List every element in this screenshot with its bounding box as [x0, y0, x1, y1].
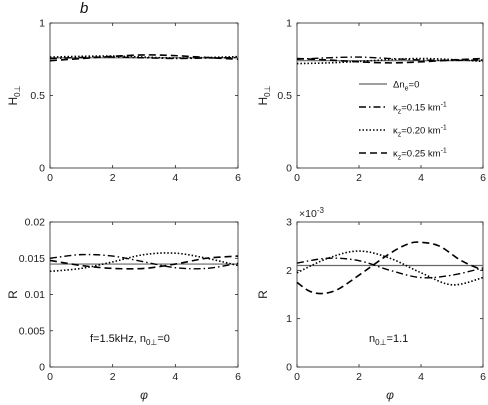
- y-tick-label: 0: [286, 362, 292, 374]
- x-tick-label: 6: [480, 371, 486, 383]
- y-tick-label: 1: [286, 18, 292, 30]
- series-line-dashed: [296, 241, 484, 295]
- y-tick-label: 1: [39, 18, 45, 30]
- y-axis-label: H0⊥: [6, 85, 22, 105]
- x-tick-label: 6: [480, 172, 486, 184]
- y-tick-label: 0.02: [25, 217, 46, 229]
- y-tick-label: 0.015: [19, 253, 45, 265]
- legend-entry-symbol: κ: [393, 103, 398, 114]
- x-tick-label: 4: [418, 172, 424, 184]
- y-axis-label: H0⊥: [256, 85, 272, 105]
- panel-top-left: 0 2 4 6 0 0.5 1 H0⊥: [6, 18, 241, 185]
- series-line-dashed: [296, 57, 484, 64]
- panel-annotation: n0⊥=1.1: [369, 333, 408, 347]
- legend-entry: κz=0.25 km-1: [393, 148, 447, 162]
- legend-entry-sup: -1: [441, 125, 447, 132]
- annotation-text: n: [369, 333, 375, 345]
- panel-bottom-right: 0 2 4 6 0 1 2 3 ×10-3 Rφ n0⊥=1.1: [256, 206, 486, 402]
- annotation-sub: 0⊥: [146, 338, 157, 347]
- x-tick-label: 2: [356, 371, 362, 383]
- x-tick-label: 0: [47, 371, 53, 383]
- y-tick-label: 0: [286, 163, 292, 175]
- figure-label: b: [80, 0, 88, 17]
- annotation-sub: 0⊥: [375, 338, 386, 347]
- y-axis-label-sub: 0⊥: [263, 85, 272, 96]
- x-axis-label: φ: [140, 388, 148, 402]
- y-exponent-base: ×10: [299, 208, 317, 220]
- axes-box: [296, 22, 484, 169]
- y-tick-label: 0: [39, 362, 45, 374]
- legend-entry-sub: z: [398, 109, 402, 116]
- legend-entry-value: =0: [409, 80, 420, 91]
- y-exponent-power: -3: [317, 206, 325, 215]
- series-line-dashdot: [49, 253, 239, 270]
- legend-entry-sub: z: [398, 155, 402, 162]
- annotation-text-post: =0: [157, 333, 170, 345]
- x-tick-label: 6: [235, 172, 241, 184]
- x-tick-label: 0: [294, 172, 300, 184]
- y-tick-label: 0.01: [25, 289, 46, 301]
- series-line-dotted: [296, 250, 484, 286]
- legend-entry-value: =0.15 km: [401, 103, 440, 114]
- y-axis-label-sub: 0⊥: [13, 85, 22, 96]
- y-axis-label-main: H: [6, 97, 20, 106]
- series-line-dashed: [49, 255, 239, 270]
- legend-entry: κz=0.20 km-1: [393, 125, 447, 139]
- x-tick-label: 2: [110, 172, 116, 184]
- x-tick-label: 0: [47, 172, 53, 184]
- y-axis-label-main: R: [256, 290, 270, 299]
- legend-entry-symbol: κ: [393, 149, 398, 160]
- legend-entry-sup: -1: [441, 148, 447, 155]
- legend-entry-symbol: κ: [393, 126, 398, 137]
- legend-entry-value: =0.20 km: [401, 126, 440, 137]
- y-tick-label: 0.005: [19, 325, 45, 337]
- annotation-text-post: =1.1: [387, 333, 409, 345]
- x-axis-label: φ: [386, 388, 394, 402]
- legend-entry: Δne=0: [393, 80, 419, 93]
- legend-entry: κz=0.15 km-1: [393, 102, 447, 116]
- x-tick-label: 6: [235, 371, 241, 383]
- legend-entry-sub: z: [398, 132, 402, 139]
- x-tick-label: 2: [110, 371, 116, 383]
- y-tick-label: 1: [286, 313, 292, 325]
- x-tick-label: 0: [294, 371, 300, 383]
- legend-entry-value: =0.25 km: [401, 149, 440, 160]
- x-tick-label: 2: [356, 172, 362, 184]
- y-axis-label: R: [256, 290, 270, 299]
- y-axis-label-main: H: [256, 97, 270, 106]
- axes-box: [49, 22, 239, 169]
- x-tick-label: 4: [172, 172, 178, 184]
- legend-entry-sup: -1: [441, 102, 447, 109]
- series-line-dashed: [49, 54, 239, 62]
- legend-entry-symbol: Δn: [393, 80, 405, 91]
- y-axis-label: R: [6, 290, 20, 299]
- series-line-dashdot: [49, 56, 239, 60]
- y-tick-label: 0.5: [30, 90, 45, 102]
- y-tick-label: 2: [286, 265, 292, 277]
- legend-entry-sub: e: [405, 86, 409, 93]
- axes-box: [296, 221, 484, 368]
- y-tick-label: 0.5: [277, 90, 292, 102]
- y-axis-label-main: R: [6, 290, 20, 299]
- x-tick-label: 4: [418, 371, 424, 383]
- axes-box: [49, 221, 239, 368]
- panel-annotation: f=1.5kHz, n0⊥=0: [90, 333, 170, 347]
- y-tick-label: 0: [39, 163, 45, 175]
- annotation-text: f=1.5kHz, n: [90, 333, 146, 345]
- y-exponent-label: ×10-3: [299, 206, 324, 220]
- y-tick-label: 3: [286, 217, 292, 229]
- series-line-dashdot: [296, 257, 484, 279]
- x-tick-label: 4: [172, 371, 178, 383]
- panel-bottom-left: 0 2 4 6 0 0.005 0.01 0.015 0.02 Rφ f=1.5kHz, n0⊥=0: [6, 217, 241, 403]
